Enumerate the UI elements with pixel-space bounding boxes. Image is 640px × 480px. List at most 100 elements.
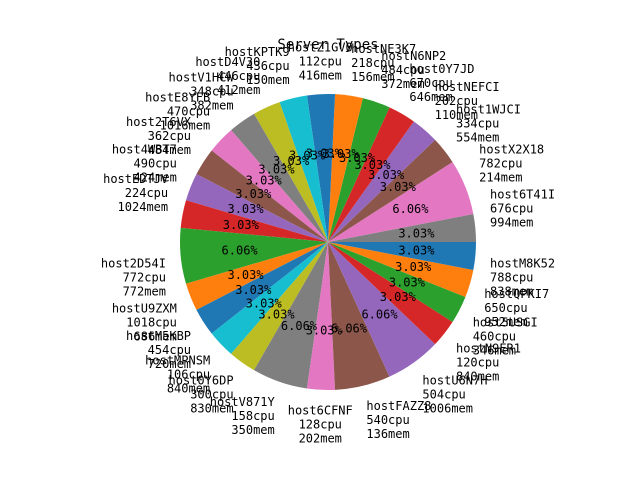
slice-percent-label: 3.03% [227, 268, 264, 282]
slice-percent-label: 3.03% [289, 149, 326, 163]
slice-percent-label: 3.03% [246, 174, 283, 188]
slice-outer-label: hostU6N7H 504cpu 1006mem [422, 374, 487, 416]
pie-slice [328, 242, 453, 345]
slice-cpu-text: 670cpu [409, 76, 452, 90]
slice-outer-label: hostM5KBP 454cpu 720mem [126, 329, 191, 371]
slice-cpu-text: 782cpu [479, 156, 522, 170]
slice-label-text: hostFAZZ8 [366, 399, 431, 413]
slice-cpu-text: 650cpu [484, 301, 527, 315]
slice-mem-text: 424mem [134, 170, 177, 184]
slice-outer-label: hostM8K52 788cpu 838mem [490, 256, 555, 298]
pie-slice [211, 242, 328, 354]
slice-percent-label: 3.03% [398, 227, 435, 241]
slice-percent-label: 3.03% [273, 154, 310, 168]
slice-percent-label: 3.03% [227, 202, 264, 216]
pie-slice [306, 94, 336, 242]
pie-slice [254, 242, 328, 389]
slice-mem-text: 1006mem [422, 402, 473, 416]
slice-cpu-text: 202cpu [435, 94, 478, 108]
slice-label-text: hostV1HCW [169, 70, 235, 84]
pie-slice [328, 242, 474, 298]
slice-cpu-text: 540cpu [366, 413, 409, 427]
slice-label-text: hostEDTJV [103, 172, 168, 186]
pie-slice [328, 242, 477, 271]
slice-cpu-text: 120cpu [456, 356, 499, 370]
pie-slice [328, 242, 466, 323]
pie-slice [211, 130, 328, 242]
slice-label-text: hostU6N7H [422, 374, 487, 388]
pie-slice [186, 242, 328, 310]
slice-mem-text: 840mem [167, 381, 210, 395]
slice-label-text: hostE8YFB [145, 91, 210, 105]
slice-cpu-text: 676cpu [490, 202, 533, 216]
chart-title: Server Types [277, 37, 378, 53]
pie-slice [328, 94, 363, 242]
slice-percent-label: 3.03% [323, 147, 360, 161]
pie-slice [254, 102, 328, 242]
slice-percent-label: 3.03% [306, 146, 343, 160]
slice-percent-label: 3.03% [368, 168, 405, 182]
slice-mem-text: 372mem [381, 77, 424, 91]
slice-cpu-text: 490cpu [134, 156, 177, 170]
slice-outer-label: hostE8YFB 470cpu 1016mem [145, 91, 210, 133]
slice-label-text: hostV871Y [210, 395, 276, 409]
pie-slice [196, 242, 328, 334]
slice-mem-text: 346mem [473, 344, 516, 358]
slice-mem-text: 156mem [351, 70, 394, 84]
slice-percent-label: 3.03% [339, 151, 376, 165]
slice-outer-label: hostNEFCI 202cpu 110mem [435, 80, 500, 122]
slice-outer-label: host2D54I 772cpu 772mem [101, 256, 166, 298]
slice-percent-label: 3.03% [306, 324, 343, 338]
slice-mem-text: 350mem [231, 423, 274, 437]
slice-outer-label: hostV1HCW 348cpu 382mem [169, 70, 235, 112]
slice-label-text: hostNEFCI [435, 80, 500, 94]
slice-percent-label: 6.06% [331, 321, 368, 335]
slice-mem-text: 136mem [366, 427, 409, 441]
pie-slice [328, 107, 414, 243]
slice-label-text: host6T41I [490, 188, 555, 202]
slice-mem-text: 686mem [134, 330, 177, 344]
slice-outer-label: host1WJCI 334cpu 554mem [456, 102, 521, 144]
pie-slice [180, 200, 328, 242]
slice-percent-label: 6.06% [361, 307, 398, 321]
slice-percent-label: 3.03% [258, 307, 295, 321]
slice-cpu-text: 484cpu [381, 63, 424, 77]
pie-slice [306, 242, 336, 390]
slice-cpu-text: 362cpu [148, 129, 191, 143]
slice-mem-text: 214mem [479, 170, 522, 184]
slice-cpu-text: 772cpu [123, 270, 166, 284]
slice-label-text: host5USGI [473, 316, 538, 330]
slice-cpu-text: 218cpu [351, 56, 394, 70]
pie-slice [328, 121, 436, 242]
slice-cpu-text: 128cpu [299, 418, 342, 432]
pie-slices [180, 94, 477, 390]
slice-mem-text: 838mem [490, 284, 533, 298]
slice-percent-label: 3.03% [395, 260, 432, 274]
slice-label-text: hostD4V30 [195, 55, 260, 69]
slice-label-text: host4WBT7 [112, 142, 177, 156]
slice-outer-label: host4WBT7 490cpu 424mem [112, 142, 177, 184]
slice-mem-text: 412mem [217, 83, 260, 97]
slice-mem-text: 952mem [484, 315, 527, 329]
slice-percent-label: 3.03% [380, 180, 417, 194]
slice-label-text: hostZ1GV0 [288, 40, 353, 54]
slice-percent-label: 3.03% [354, 158, 391, 172]
pie-slice [231, 242, 328, 371]
slice-percent-label: 3.03% [398, 243, 435, 257]
slice-cpu-text: 470cpu [167, 105, 210, 119]
slice-label-text: hostU9ZXM [112, 302, 177, 316]
pie-slice [279, 95, 328, 242]
pie-slice [186, 174, 328, 242]
slice-cpu-text: 334cpu [456, 116, 499, 130]
slice-outer-label: hostV871Y 158cpu 350mem [210, 395, 276, 437]
slice-mem-text: 1016mem [160, 119, 211, 133]
slice-mem-text: 416mem [299, 68, 342, 82]
slice-percent-label: 3.03% [389, 276, 426, 290]
slice-outer-label: hostZ1GV0 112cpu 416mem [288, 40, 353, 82]
slice-cpu-text: 158cpu [231, 409, 274, 423]
slice-percent-label: 3.03% [235, 187, 272, 201]
slice-outer-label: host2T6VX 362cpu 484mem [126, 115, 192, 157]
slice-label-text: host2D54I [101, 256, 166, 270]
slice-percent-label: 3.03% [235, 283, 272, 297]
